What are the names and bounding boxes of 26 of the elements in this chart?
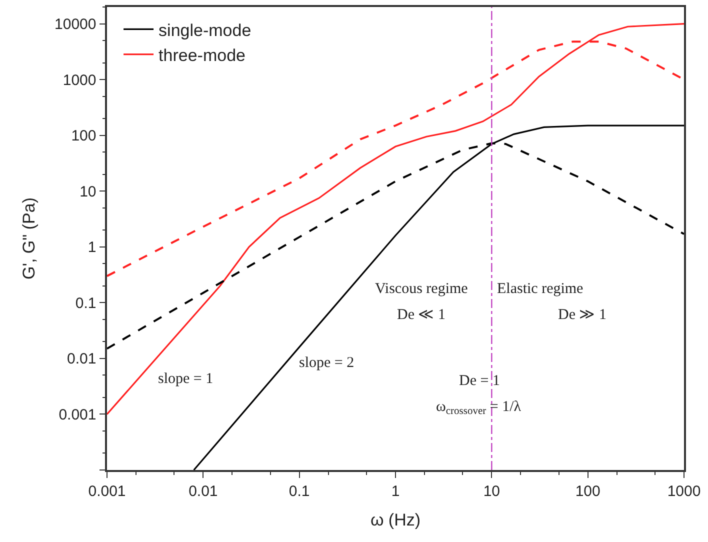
- y-tick-label: 0.01: [67, 350, 96, 368]
- annotation: slope = 2: [299, 355, 354, 371]
- x-tick-label: 1000: [667, 482, 701, 500]
- x-tick-label: 10: [483, 482, 500, 500]
- y-tick-label: 10: [80, 183, 96, 200]
- x-tick-label: 0.1: [288, 482, 310, 500]
- x-axis-title: ω (Hz): [370, 510, 421, 530]
- annotation: Elastic regime: [497, 281, 584, 297]
- x-tick-label: 1: [391, 482, 400, 500]
- annotation: De ≪ 1: [397, 307, 446, 323]
- y-tick-label: 100: [71, 128, 96, 145]
- annotation: De ≫ 1: [558, 307, 606, 323]
- annotation: slope = 1: [158, 371, 214, 387]
- y-axis-title: G', G" (Pa): [20, 197, 39, 280]
- legend-label: single-mode: [158, 20, 252, 40]
- y-tick-label: 10000: [54, 16, 96, 34]
- y-tick-label: 1000: [62, 72, 96, 89]
- y-tick-label: 1: [88, 239, 96, 256]
- annotation: De = 1: [459, 373, 500, 389]
- x-tick-label: 0.01: [188, 482, 218, 500]
- legend-label: three-mode: [158, 46, 246, 65]
- x-tick-label: 100: [575, 482, 600, 500]
- annotation: ω$_{crossover}$ = 1/λ: [436, 399, 522, 418]
- y-tick-label: 0.1: [75, 294, 96, 312]
- y-tick-label: 0.001: [58, 406, 96, 424]
- annotation: Viscous regime: [375, 281, 468, 297]
